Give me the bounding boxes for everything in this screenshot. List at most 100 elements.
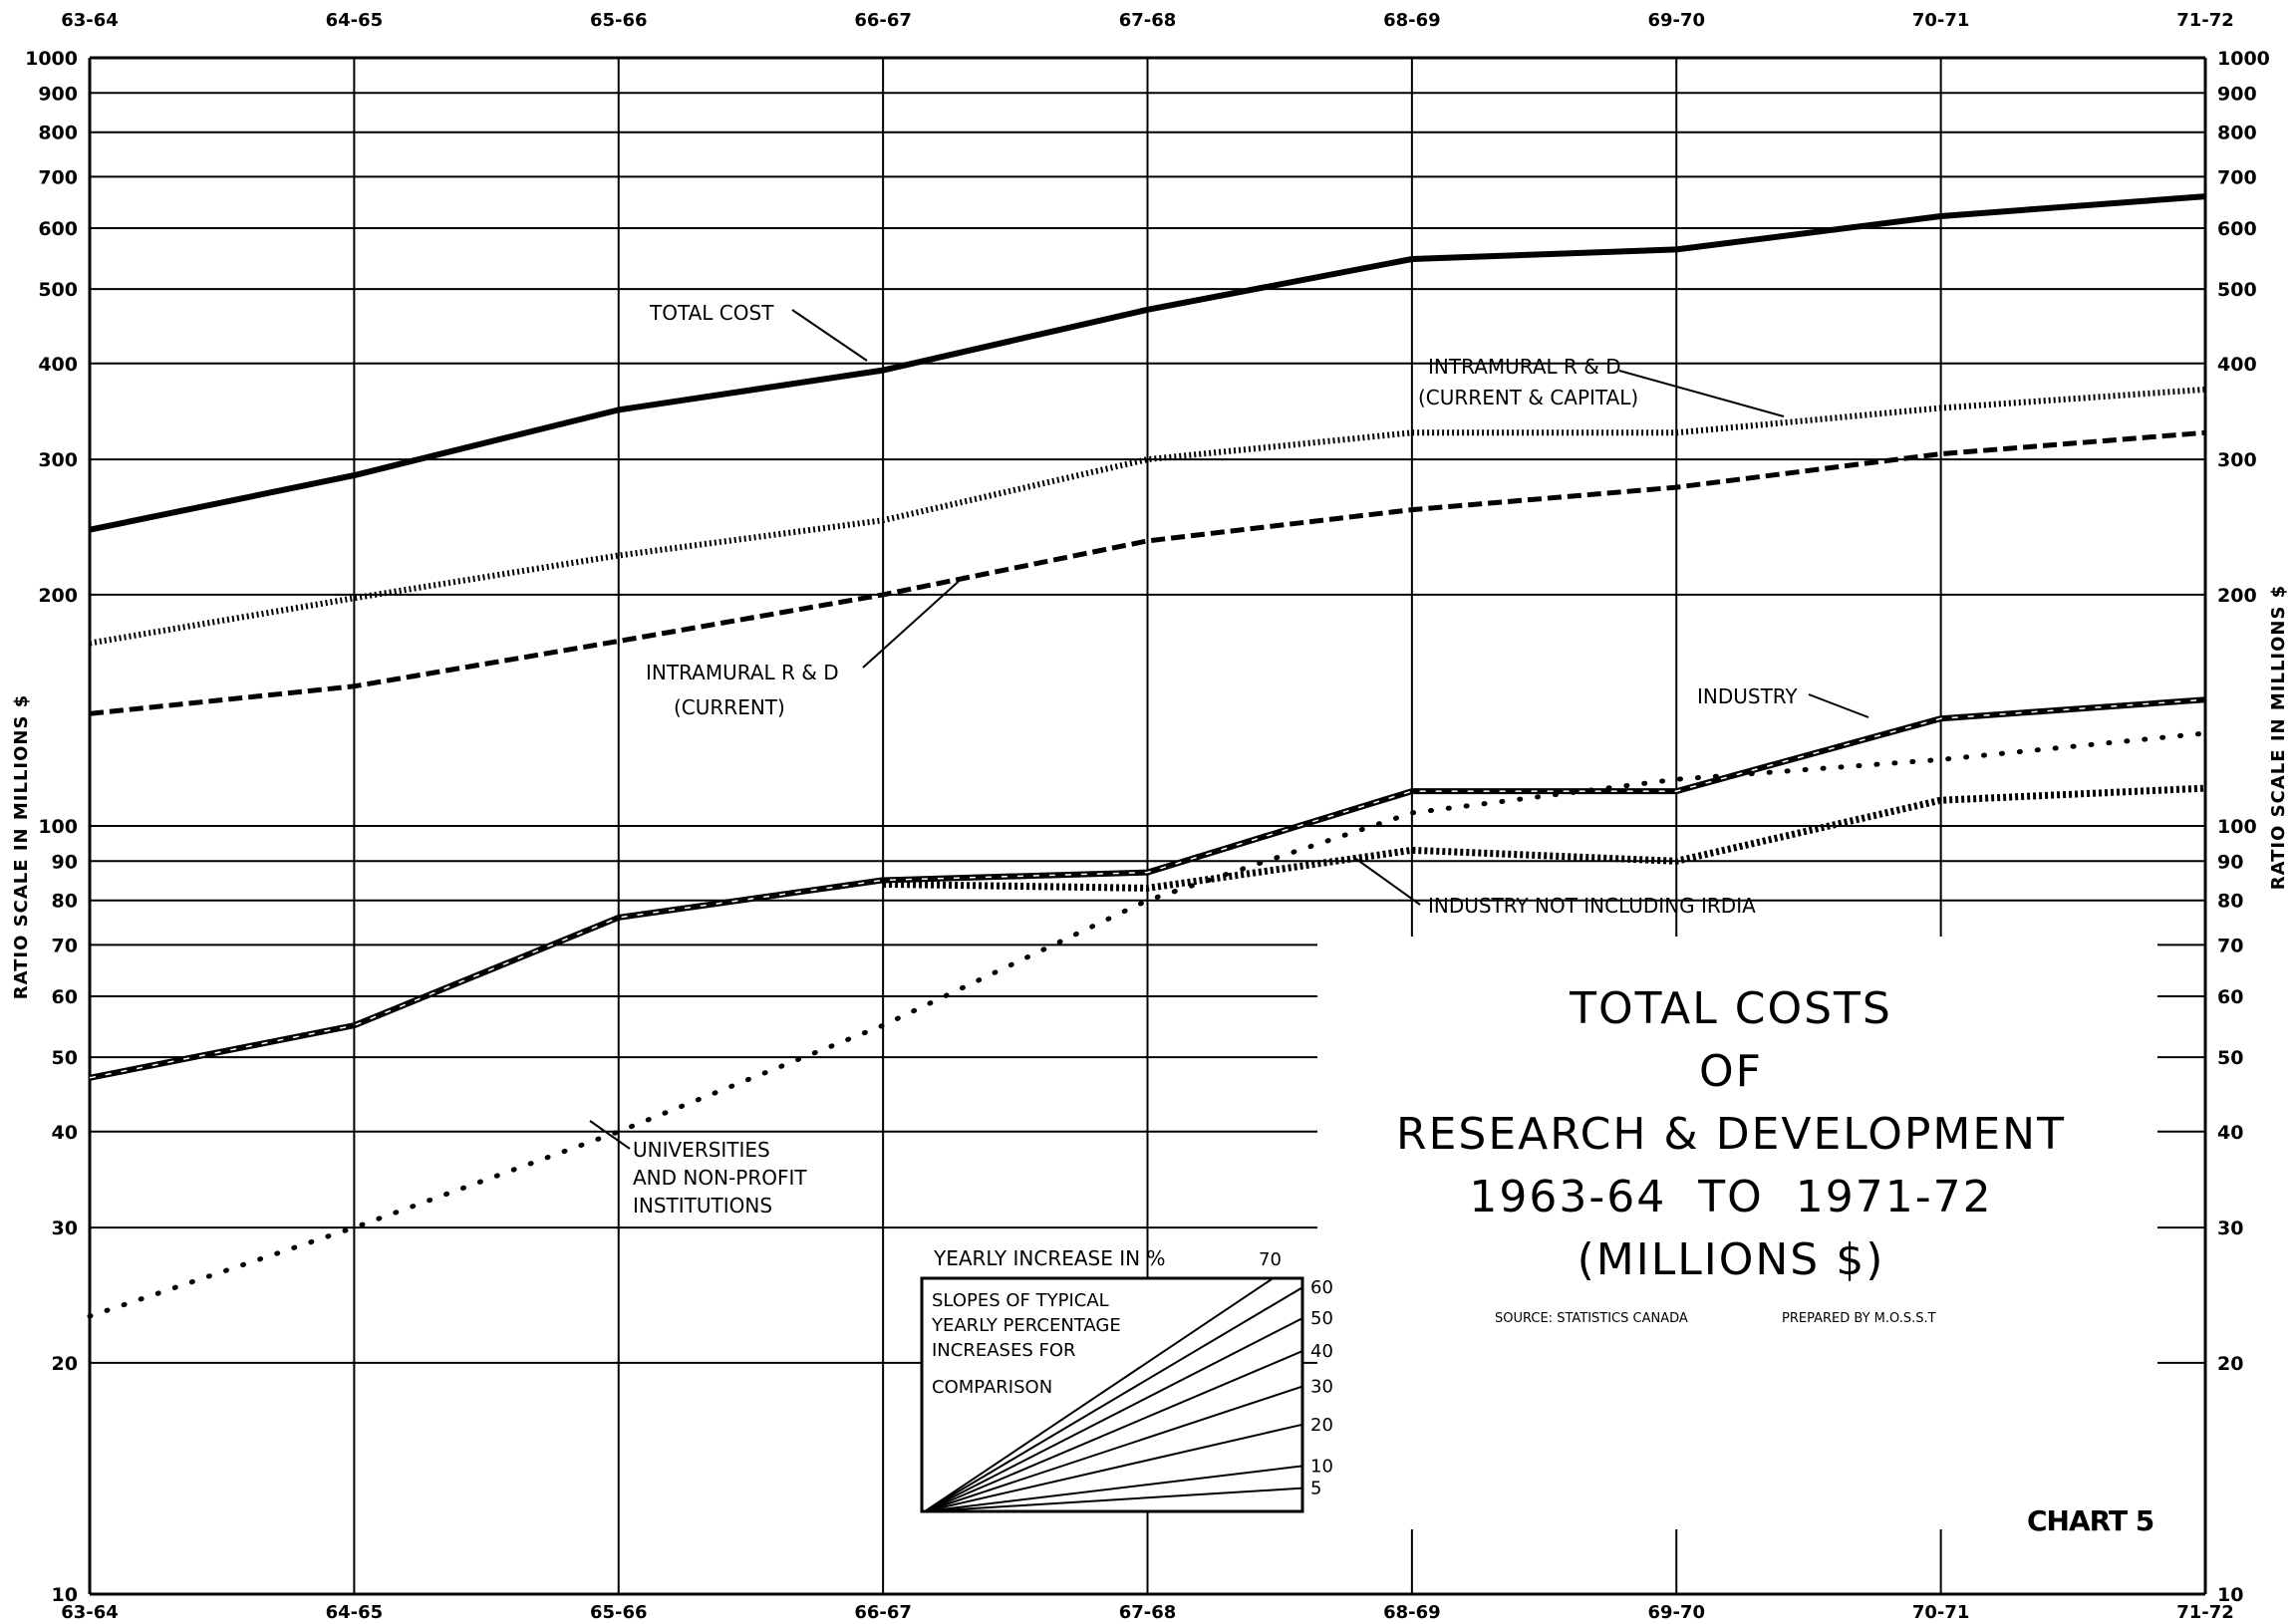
y-tick-right-1000: 1000 xyxy=(2217,48,2270,70)
x-tick-bottom-67-68: 67-68 xyxy=(1119,1602,1177,1623)
x-tick-bottom-70-71: 70-71 xyxy=(1912,1602,1970,1623)
y-tick-right-700: 700 xyxy=(2217,166,2257,188)
y-tick-right-20: 20 xyxy=(2217,1353,2243,1375)
inset-slope-5 xyxy=(924,1487,1303,1512)
inset-rate-label-10: 10 xyxy=(1310,1456,1333,1477)
y-tick-left-60: 60 xyxy=(52,986,78,1008)
inset-rate-label-30: 30 xyxy=(1310,1377,1333,1398)
prepared-by-note: PREPARED BY M.O.S.S.T xyxy=(1782,1311,1936,1326)
inset-title-extra: 70 xyxy=(1259,1249,1282,1270)
series-line-total-cost xyxy=(89,193,2206,533)
title-block-area xyxy=(1317,937,2157,1529)
x-tick-bottom-63-64: 63-64 xyxy=(61,1602,119,1623)
series-line-intramural-r-d-current xyxy=(89,429,2206,716)
inset-description-3: INCREASES FOR xyxy=(932,1340,1076,1361)
y-tick-left-200: 200 xyxy=(38,585,78,607)
y-tick-left-30: 30 xyxy=(52,1218,78,1239)
label-total-cost: TOTAL COST xyxy=(649,301,774,325)
chart-title-line-1: TOTAL COSTS xyxy=(1569,983,1892,1034)
leader-total-cost xyxy=(791,309,868,362)
y-tick-left-400: 400 xyxy=(38,354,78,376)
x-tick-bottom-69-70: 69-70 xyxy=(1647,1602,1705,1623)
series-line-industry-not-including-irdia xyxy=(883,784,2206,892)
inset-description-4: COMPARISON xyxy=(932,1377,1052,1398)
slope-inset: 510 20 30 40 50 60 xyxy=(920,1276,1333,1513)
y-tick-left-500: 500 xyxy=(38,279,78,301)
x-tick-bottom-64-65: 64-65 xyxy=(326,1602,384,1623)
y-tick-right-800: 800 xyxy=(2217,123,2257,144)
leader-industry xyxy=(1808,693,1869,718)
y-tick-right-600: 600 xyxy=(2217,218,2257,240)
y-tick-right-400: 400 xyxy=(2217,354,2257,376)
y-tick-right-900: 900 xyxy=(2217,83,2257,105)
y-tick-left-600: 600 xyxy=(38,218,78,240)
inset-slope-70 xyxy=(924,1277,1275,1512)
leader-industry-not-irdia xyxy=(1352,856,1421,906)
x-tick-top-68-69: 68-69 xyxy=(1383,10,1441,31)
y-tick-left-40: 40 xyxy=(52,1122,78,1144)
y-tick-right-300: 300 xyxy=(2217,449,2257,471)
x-tick-top-71-72: 71-72 xyxy=(2176,10,2234,31)
y-tick-left-700: 700 xyxy=(38,166,78,188)
chart-title-line-4: 1963-64 TO 1971-72 xyxy=(1469,1172,1992,1222)
inset-frame xyxy=(920,1276,1304,1513)
label-universities-1: UNIVERSITIES xyxy=(633,1138,770,1162)
label-intramural-cc-1: INTRAMURAL R & D xyxy=(1428,355,1621,379)
x-tick-bottom-68-69: 68-69 xyxy=(1383,1602,1441,1623)
y-tick-right-60: 60 xyxy=(2217,986,2243,1008)
inset-title: YEARLY INCREASE IN % xyxy=(933,1246,1165,1270)
label-intramural-c-1: INTRAMURAL R & D xyxy=(646,661,839,684)
x-tick-top-67-68: 67-68 xyxy=(1119,10,1177,31)
series-hatch-industry xyxy=(89,698,2206,1079)
label-intramural-cc-2: (CURRENT & CAPITAL) xyxy=(1418,386,1638,409)
x-tick-bottom-71-72: 71-72 xyxy=(2176,1602,2234,1623)
leader-universities xyxy=(589,1120,631,1150)
label-universities-2: AND NON-PROFIT xyxy=(633,1166,807,1190)
inset-slope-40 xyxy=(924,1350,1303,1512)
y-tick-left-90: 90 xyxy=(52,851,78,873)
inset-description-1: SLOPES OF TYPICAL xyxy=(932,1290,1109,1311)
inset-slope-20 xyxy=(924,1423,1303,1512)
inset-rate-label-60: 60 xyxy=(1310,1277,1333,1298)
y-tick-right-10: 10 xyxy=(2217,1584,2243,1606)
axis-layer: 10 10 20 20 30 30 40 40 50 50 60 60 70 70 80 80 90 90 100 1… xyxy=(25,10,2270,1623)
y-tick-right-30: 30 xyxy=(2217,1218,2243,1239)
x-tick-top-70-71: 70-71 xyxy=(1912,10,1970,31)
y-tick-left-300: 300 xyxy=(38,449,78,471)
y-tick-right-50: 50 xyxy=(2217,1047,2243,1069)
inset-slope-50 xyxy=(924,1317,1303,1512)
y-tick-left-50: 50 xyxy=(52,1047,78,1069)
x-tick-top-63-64: 63-64 xyxy=(61,10,119,31)
y-tick-left-100: 100 xyxy=(38,816,78,838)
y-tick-left-10: 10 xyxy=(52,1584,78,1606)
y-tick-right-90: 90 xyxy=(2217,851,2243,873)
inset-slope-30 xyxy=(924,1385,1303,1512)
series-layer xyxy=(87,193,2208,1319)
y-tick-right-40: 40 xyxy=(2217,1122,2243,1144)
y-tick-right-100: 100 xyxy=(2217,816,2257,838)
leader-intramural-c xyxy=(862,575,966,669)
inset-rate-label-20: 20 xyxy=(1310,1415,1333,1436)
inset-slope-10 xyxy=(924,1465,1303,1512)
x-tick-bottom-66-67: 66-67 xyxy=(854,1602,912,1623)
x-tick-top-66-67: 66-67 xyxy=(854,10,912,31)
chart-title-line-3: RESEARCH & DEVELOPMENT xyxy=(1396,1109,2066,1160)
label-universities-3: INSTITUTIONS xyxy=(633,1194,772,1218)
label-industry: INDUSTRY xyxy=(1697,684,1798,708)
y-tick-left-20: 20 xyxy=(52,1353,78,1375)
y-tick-right-500: 500 xyxy=(2217,279,2257,301)
y-axis-title-right: RATIO SCALE IN MILLIONS $ xyxy=(2268,585,2289,890)
label-industry-not-irdia: INDUSTRY NOT INCLUDING IRDIA xyxy=(1428,894,1756,918)
inset-rate-label-50: 50 xyxy=(1310,1308,1333,1329)
x-tick-top-64-65: 64-65 xyxy=(326,10,384,31)
label-intramural-c-2: (CURRENT) xyxy=(674,695,785,719)
y-tick-left-800: 800 xyxy=(38,123,78,144)
chart-title-line-2: OF xyxy=(1699,1046,1763,1097)
y-tick-left-1000: 1000 xyxy=(25,48,78,70)
y-tick-left-80: 80 xyxy=(52,891,78,913)
x-tick-top-65-66: 65-66 xyxy=(590,10,648,31)
y-tick-right-200: 200 xyxy=(2217,585,2257,607)
y-tick-left-70: 70 xyxy=(52,935,78,956)
inset-description-2: YEARLY PERCENTAGE xyxy=(931,1315,1121,1336)
inset-slope-60 xyxy=(924,1286,1303,1512)
